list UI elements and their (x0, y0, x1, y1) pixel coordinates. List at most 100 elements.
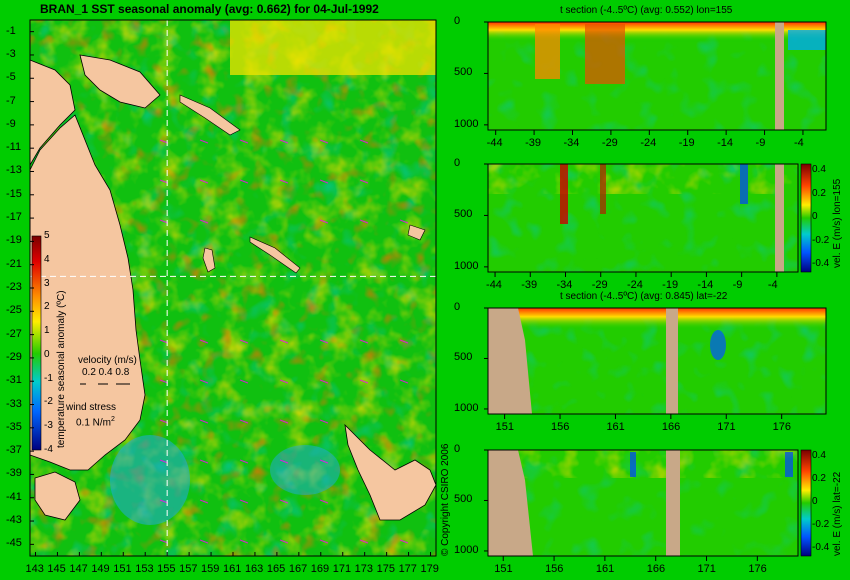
panel-3-x-tick: 151 (494, 563, 513, 575)
new-zealand-landmass (344, 423, 437, 521)
map-lon-tick: 145 (47, 563, 66, 575)
colorbar-tick: 3 (44, 277, 50, 289)
panel-2-y-tick: 1000 (454, 401, 479, 414)
map-lat-tick: -1 (6, 24, 16, 37)
map-lat-tick: -21 (6, 257, 22, 270)
colorbar-tick: -4 (44, 444, 53, 455)
colorbar-tick: -3 (44, 420, 53, 432)
section-panel-temperature-lon155 (487, 21, 827, 131)
panel-2-y-tick: 0 (454, 301, 461, 313)
panel-0-x-tick: -19 (678, 137, 695, 149)
panel-1-x-tick: -34 (556, 279, 573, 291)
panel-0-x-tick: -34 (563, 137, 580, 149)
map-lon-tick: 175 (376, 563, 395, 575)
panel-2-x-tick: 156 (551, 421, 570, 433)
panel-1-x-tick: -44 (486, 279, 502, 291)
map-lat-tick: -45 (6, 537, 22, 550)
panel-0-x-tick: -9 (755, 137, 766, 149)
map-lon-tick: 173 (354, 563, 374, 575)
panel-3-colorbar-tick: 0 (812, 496, 818, 507)
map-lon-tick: 157 (179, 563, 198, 575)
panel-1-colorbar-tick: 0.2 (812, 187, 826, 199)
map-lon-tick: 143 (25, 563, 44, 575)
map-lon-tick: 165 (266, 563, 286, 575)
map-lat-tick: -39 (6, 467, 22, 480)
panel-3-x-tick: 171 (697, 563, 716, 575)
velocity-legend-title: velocity (m/s) (78, 355, 137, 366)
colorbar-tick: -2 (44, 396, 53, 408)
map-lon-tick: 179 (420, 563, 439, 575)
map-lat-tick: -13 (6, 164, 22, 177)
map-lat-tick: -31 (6, 374, 22, 387)
panel-1-x-tick: -39 (521, 279, 538, 291)
panel-0-x-tick: -29 (601, 137, 618, 149)
panel-1-y-tick: 1000 (454, 259, 479, 272)
map-lat-tick: -27 (6, 327, 22, 340)
panel-2-x-tick: 176 (772, 421, 792, 433)
panel-0-y-tick: 0 (454, 15, 461, 27)
map-lon-tick: 163 (244, 563, 264, 575)
map-lat-tick: -29 (6, 350, 22, 363)
map-lat-tick: -37 (6, 444, 22, 457)
panel-0-y-tick: 500 (454, 66, 473, 79)
panel-1-x-tick: -19 (662, 279, 679, 291)
copyright-text: © Copyright CSIRO 2006 (440, 443, 451, 556)
map-lon-tick: 149 (91, 563, 110, 575)
panel-0-title: t section (-4..5ºC) (avg: 0.552) lon=155 (560, 5, 733, 16)
colorbar-tick: 2 (44, 301, 50, 313)
panel-3-x-tick: 161 (595, 563, 615, 575)
panel-0-y-tick: 1000 (454, 117, 479, 130)
map-lon-tick: 147 (69, 563, 88, 575)
map-lon-tick: 153 (135, 563, 154, 575)
map-lon-tick: 151 (113, 563, 132, 575)
panel-3-colorbar-tick: -0.4 (812, 542, 830, 553)
map-lat-tick: -3 (6, 47, 16, 60)
panel-3-y-tick: 0 (454, 443, 461, 455)
panel-3-y-tick: 1000 (454, 543, 479, 556)
panel-3-x-tick: 176 (748, 563, 767, 575)
panel-3-colorbar-tick: 0.2 (812, 473, 826, 484)
section-panel-velocity-lat-22 (487, 449, 812, 557)
panel-1-x-tick: -29 (591, 279, 608, 291)
panel-1-y-tick: 0 (454, 157, 461, 169)
panel-1-y-tick: 500 (454, 208, 473, 221)
map-lon-tick: 169 (310, 563, 330, 575)
section-panel-velocity-lon155 (487, 163, 812, 273)
map-lon-tick: 171 (332, 563, 352, 575)
map-lat-tick: -7 (6, 94, 16, 107)
panel-1-colorbar-label: vel. E (m/s) lon=155 (832, 178, 843, 268)
wind-legend-value: 0.1 N/m2 (76, 416, 115, 429)
panel-3-colorbar-tick: 0.4 (812, 450, 826, 461)
panel-1-colorbar-tick: 0 (812, 211, 818, 222)
map-lat-tick: -15 (6, 187, 22, 200)
map-lat-tick: -9 (6, 117, 16, 130)
panel-3-x-tick: 166 (646, 563, 666, 575)
map-lat-tick: -11 (6, 141, 22, 154)
map-lon-tick: 159 (201, 563, 220, 575)
panel-1-colorbar-tick: 0.4 (812, 164, 826, 175)
map-lat-tick: -33 (6, 397, 22, 410)
panel-2-x-tick: 166 (661, 421, 681, 433)
panel-0-x-tick: -24 (640, 137, 657, 149)
map-lon-tick: 161 (223, 563, 242, 575)
map-title: BRAN_1 SST seasonal anomaly (avg: 0.662)… (40, 2, 379, 16)
panel-2-title: t section (-4..5ºC) (avg: 0.845) lat=-22 (560, 291, 728, 302)
map-lat-tick: -5 (6, 71, 16, 84)
map-lat-tick: -41 (6, 490, 22, 503)
panel-1-x-tick: -14 (697, 279, 714, 291)
wind-legend-title: wind stress (66, 402, 117, 413)
panel-2-y-tick: 500 (454, 351, 473, 364)
panel-1-x-tick: -4 (767, 279, 778, 291)
panel-0-x-tick: -14 (717, 137, 734, 149)
panel-1-colorbar-tick: -0.4 (812, 258, 830, 269)
map-lon-tick: 155 (157, 563, 176, 575)
wind-arrows (159, 139, 409, 544)
velocity-legend-values: 0.2 0.4 0.8 (82, 367, 130, 378)
panel-3-x-tick: 156 (545, 563, 564, 575)
section-panel-temperature-lat-22 (487, 307, 827, 415)
colorbar-tick: 5 (44, 230, 50, 241)
colorbar-tick: -1 (44, 372, 53, 384)
panel-0-x-tick: -44 (486, 137, 503, 149)
panel-2-x-tick: 151 (495, 421, 514, 433)
